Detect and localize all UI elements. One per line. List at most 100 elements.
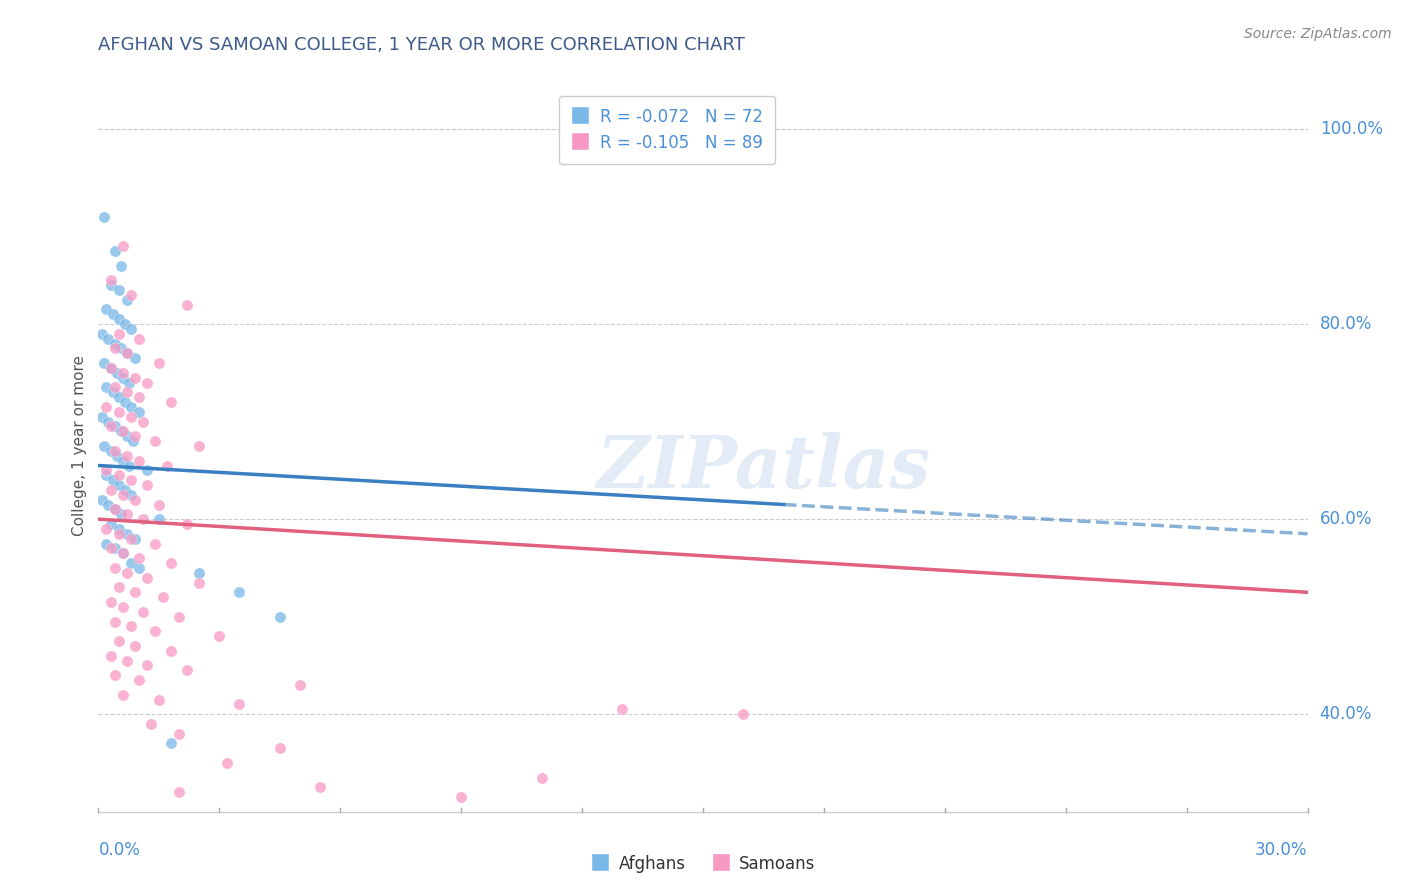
Point	[128, 390, 150, 404]
Point	[176, 663, 198, 677]
Point	[121, 434, 143, 449]
Point	[128, 332, 150, 346]
Point	[269, 609, 291, 624]
Point	[103, 419, 125, 434]
Point	[107, 581, 129, 595]
Point	[100, 361, 122, 376]
Point	[120, 532, 142, 546]
Point	[124, 351, 146, 366]
Point	[111, 599, 134, 614]
Text: 100.0%: 100.0%	[1320, 120, 1382, 138]
Point	[107, 526, 129, 541]
Point	[111, 688, 134, 702]
Point	[103, 443, 125, 458]
Point	[148, 692, 170, 706]
Point	[107, 405, 129, 419]
Point	[120, 556, 142, 570]
Point	[152, 590, 174, 604]
Point	[91, 492, 114, 507]
Point	[107, 522, 129, 536]
Point	[100, 273, 122, 287]
Point	[96, 400, 118, 414]
Point	[124, 492, 146, 507]
Point	[101, 385, 124, 400]
Point	[111, 453, 134, 467]
Point	[208, 629, 231, 643]
Point	[124, 429, 146, 443]
Point	[93, 210, 115, 224]
Point	[135, 571, 157, 585]
Point	[97, 415, 120, 429]
Point	[733, 707, 755, 722]
Point	[103, 615, 125, 629]
Point	[91, 409, 114, 424]
Point	[128, 453, 150, 467]
Point	[96, 380, 118, 394]
Point	[269, 741, 291, 756]
Point	[120, 409, 142, 424]
Point	[148, 498, 170, 512]
Point	[188, 566, 211, 580]
Point	[111, 488, 134, 502]
Text: AFGHAN VS SAMOAN COLLEGE, 1 YEAR OR MORE CORRELATION CHART: AFGHAN VS SAMOAN COLLEGE, 1 YEAR OR MORE…	[98, 36, 745, 54]
Text: Source: ZipAtlas.com: Source: ZipAtlas.com	[1244, 27, 1392, 41]
Point	[450, 790, 472, 805]
Point	[111, 546, 134, 560]
Point	[148, 512, 170, 526]
Text: 0.0%: 0.0%	[98, 841, 141, 859]
Legend: R = -0.072   N = 72, R = -0.105   N = 89: R = -0.072 N = 72, R = -0.105 N = 89	[558, 96, 775, 164]
Point	[115, 566, 138, 580]
Point	[110, 342, 132, 356]
Point	[110, 425, 132, 439]
Point	[111, 366, 134, 380]
Point	[114, 395, 136, 409]
Point	[100, 595, 122, 609]
Point	[128, 405, 150, 419]
Point	[103, 502, 125, 516]
Point	[100, 443, 122, 458]
Point	[167, 727, 190, 741]
Point	[111, 239, 134, 253]
Point	[143, 624, 166, 639]
Point	[100, 278, 122, 293]
Point	[160, 395, 183, 409]
Point	[100, 361, 122, 376]
Legend: Afghans, Samoans: Afghans, Samoans	[583, 848, 823, 880]
Point	[100, 516, 122, 531]
Point	[105, 366, 128, 380]
Point	[96, 536, 118, 550]
Point	[101, 307, 124, 321]
Point	[120, 488, 142, 502]
Point	[107, 634, 129, 648]
Point	[132, 415, 155, 429]
Point	[105, 449, 128, 463]
Point	[103, 668, 125, 682]
Point	[176, 297, 198, 311]
Point	[103, 336, 125, 351]
Point	[115, 429, 138, 443]
Point	[128, 673, 150, 687]
Point	[143, 434, 166, 449]
Point	[93, 356, 115, 370]
Point	[167, 785, 190, 799]
Point	[148, 356, 170, 370]
Point	[101, 473, 124, 487]
Point	[107, 283, 129, 297]
Point	[103, 541, 125, 556]
Point	[120, 473, 142, 487]
Point	[114, 317, 136, 331]
Point	[124, 639, 146, 653]
Point	[103, 561, 125, 575]
Point	[128, 551, 150, 566]
Point	[107, 390, 129, 404]
Point	[91, 326, 114, 341]
Point	[120, 288, 142, 302]
Point	[132, 512, 155, 526]
Point	[115, 346, 138, 360]
Point	[118, 458, 141, 473]
Point	[115, 508, 138, 522]
Point	[103, 342, 125, 356]
Point	[135, 376, 157, 390]
Text: ZIPatlas: ZIPatlas	[596, 433, 931, 503]
Point	[96, 302, 118, 317]
